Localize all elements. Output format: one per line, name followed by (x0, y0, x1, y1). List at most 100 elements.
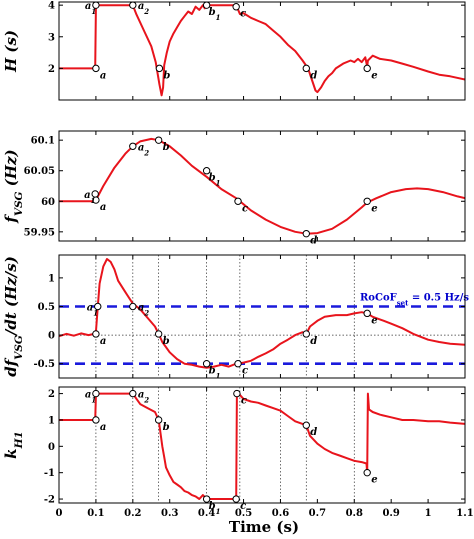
y-tick-label: 0.5 (38, 302, 55, 313)
point-label-a1: a1 (85, 1, 96, 16)
point-label-d: d (310, 336, 317, 347)
point-label-a1: a1 (85, 390, 96, 405)
y-axis-label-f-tail: (Hz) (2, 149, 20, 191)
point-marker-c (234, 197, 242, 205)
point-label-b1-main: b (209, 501, 216, 512)
panel-dfdt: RoCoFset = 0.5 Hz/s -0.5 0 0.5 1 dfVSG/dt (Hz… (2, 254, 469, 380)
point-label-e-main: e (371, 315, 377, 326)
y-tick-label: 3 (48, 32, 55, 43)
point-marker-e (363, 64, 371, 73)
point-label-d: d (310, 236, 317, 247)
x-tick-label: 0.8 (346, 508, 363, 519)
point-label-a2: a2 (138, 302, 149, 317)
point-label-d-main: d (310, 336, 317, 347)
point-label-b1-main: b (209, 7, 216, 18)
point-label-c-main: c (240, 501, 246, 512)
axes-frame (58, 386, 466, 504)
point-marker-a (92, 416, 100, 424)
y-tick-label: 4 (48, 1, 55, 12)
point-label-a: a (100, 202, 106, 213)
point-label-e-main: e (371, 203, 377, 214)
point-label-a2: a2 (138, 142, 149, 157)
x-tick-label: 0.4 (198, 508, 215, 519)
point-marker-a2 (129, 1, 137, 9)
point-label-b1: b1 (209, 7, 221, 21)
point-marker-d (302, 229, 310, 238)
point-marker-d (302, 421, 310, 429)
point-label-a1-main: a (84, 190, 90, 201)
point-marker-e (363, 468, 371, 477)
point-label-c: c (242, 203, 248, 214)
point-label-c: c (241, 396, 247, 407)
point-label-a-main: a (100, 422, 106, 433)
point-label-a2: a2 (138, 1, 149, 16)
point-marker-a2 (129, 142, 137, 150)
point-marker-a1 (92, 1, 100, 9)
point-marker-b (155, 64, 164, 73)
point-label-a1-sub: 1 (93, 308, 98, 317)
point-label-a1-main: a (87, 302, 93, 313)
y-tick-label: 60.05 (24, 166, 55, 177)
point-label-e: e (371, 475, 377, 486)
point-marker-c (232, 495, 240, 503)
x-tick-label: 0.7 (309, 508, 326, 519)
point-label-a1-main: a (85, 1, 91, 12)
point-label-b1: b1 (209, 501, 221, 515)
point-marker-a1 (94, 302, 102, 311)
x-tick-label: 0.1 (87, 508, 104, 519)
point-label-b: b (163, 422, 170, 433)
point-label-e-main: e (371, 475, 377, 486)
point-marker-a (92, 330, 100, 338)
point-marker-b1 (202, 359, 211, 368)
point-label-a-main: a (100, 336, 106, 347)
point-marker-c (234, 359, 242, 368)
series-line-f (59, 137, 465, 235)
point-label-d-main: d (310, 236, 317, 247)
point-label-c: c (240, 501, 246, 512)
point-label-a-main: a (100, 70, 106, 81)
x-tick-label: 0.2 (124, 508, 141, 519)
y-axis-label-f: fVSG (Hz) (2, 149, 25, 223)
y-axis-label-f-main: f (2, 214, 20, 224)
point-label-c-main: c (242, 203, 248, 214)
point-marker-e (363, 309, 371, 318)
x-axis-label: Time (s) (229, 518, 299, 536)
point-label-b: b (163, 336, 170, 347)
point-marker-a (92, 64, 100, 73)
point-label-c-main: c (241, 396, 247, 407)
x-tick-label: 1.1 (456, 508, 473, 519)
point-label-b1-main: b (209, 366, 216, 377)
point-label-b-main: b (163, 70, 170, 81)
point-label-a: a (100, 422, 106, 433)
point-label-b: b (163, 70, 170, 81)
point-label-b-main: b (163, 422, 170, 433)
axes-frame (58, 130, 466, 242)
point-label-b1-sub: 1 (216, 13, 221, 22)
point-marker-b1 (202, 167, 211, 175)
point-marker-b (154, 136, 163, 144)
y-tick-label: -2 (44, 495, 55, 506)
x-tick-label: 0.5 (235, 508, 252, 519)
point-label-a1: a1 (87, 302, 98, 317)
rocof-label-main: RoCoF (360, 292, 397, 303)
y-axis-label-H-main: H (2, 57, 20, 73)
point-label-a2-main: a (138, 142, 144, 153)
point-label-d-main: d (310, 70, 317, 81)
y-axis-label-dfdt-tail: /dt (Hz/s) (2, 256, 20, 337)
axes-frame (58, 254, 466, 379)
point-label-d-main: d (310, 427, 317, 438)
point-label-a1-sub: 1 (91, 195, 96, 204)
series-line-H (59, 4, 465, 97)
point-label-c: c (240, 9, 246, 20)
rocof-label: RoCoFset = 0.5 Hz/s (360, 292, 469, 307)
y-tick-label: 59.95 (24, 227, 55, 238)
axes-frame (58, 1, 466, 101)
y-tick-label: 1 (48, 415, 55, 426)
point-label-b1-sub: 1 (216, 371, 221, 380)
point-label-a1-sub: 1 (91, 7, 96, 16)
